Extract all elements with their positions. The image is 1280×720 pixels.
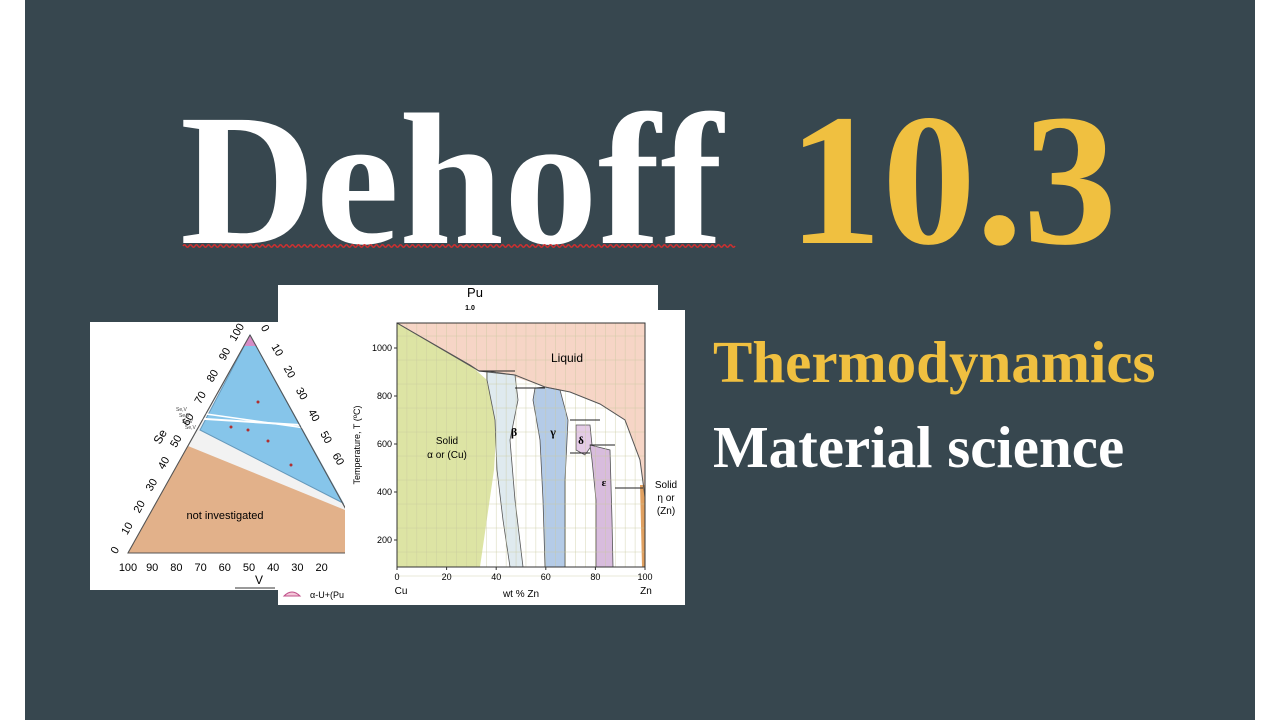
tick-label: 30 <box>291 562 303 574</box>
pu-heading: Pu <box>467 285 483 300</box>
ternary-element: V <box>255 573 263 587</box>
y-axis-label: Temperature, T (ºC) <box>352 406 362 485</box>
tick-label: 90 <box>146 562 158 574</box>
pu-subheading: 1.0 <box>465 305 475 312</box>
x-tick-label: 20 <box>442 572 452 582</box>
subtitle: Material science <box>713 414 1124 480</box>
region-label: η or <box>657 493 675 504</box>
tick-label: 50 <box>243 562 255 574</box>
title-name: Dehoff <box>180 75 725 284</box>
x-end-label: Zn <box>640 586 652 597</box>
tick-label: 70 <box>193 390 210 407</box>
data-point <box>246 428 250 432</box>
spell-underline <box>182 244 736 248</box>
y-tick-label: 600 <box>377 439 392 449</box>
data-point <box>256 400 260 404</box>
phase-label: Se,V <box>185 425 197 431</box>
region-label: Solid <box>436 436 458 447</box>
region-label: Liquid <box>551 351 583 365</box>
y-tick-label: 200 <box>377 535 392 545</box>
tick-label: 60 <box>219 562 231 574</box>
data-point <box>289 463 293 467</box>
tick-label: 10 <box>119 520 136 537</box>
phase-diagram: 200 400 600 800 1000 0 20 40 60 80 100 Liquid Soli… <box>345 310 685 605</box>
ternary-figure: not investigated Se V 100 90 80 70 60 50 40 30 2… <box>90 322 347 590</box>
phase-label: Se,V <box>182 419 194 425</box>
x-axis-label: wt % Zn <box>502 589 539 600</box>
phase-label: Se,V <box>179 413 191 419</box>
tick-label: 30 <box>293 386 310 403</box>
region-label: Solid <box>655 480 677 491</box>
tick-label: 100 <box>119 562 137 574</box>
ternary-element: Se <box>150 427 170 447</box>
tick-label: 20 <box>132 499 149 516</box>
tick-label: 60 <box>180 411 197 428</box>
region-label: δ <box>578 435 584 447</box>
tick-label: 50 <box>317 429 334 446</box>
region-label: α or (Cu) <box>427 450 467 461</box>
tick-label: 20 <box>315 562 327 574</box>
region-label: ε <box>602 477 607 489</box>
tick-label: 90 <box>217 346 234 363</box>
region-label: (Zn) <box>657 506 675 517</box>
data-point <box>266 439 270 443</box>
tick-label: 0 <box>109 545 122 556</box>
title-number: 10.3 <box>788 75 1117 284</box>
tick-label: 0 <box>258 323 271 334</box>
tick-label: 30 <box>144 477 161 494</box>
region-label: γ <box>549 425 556 439</box>
x-tick-label: 60 <box>541 572 551 582</box>
phase-label: Se,V <box>176 407 188 413</box>
tick-label: 20 <box>281 364 298 381</box>
y-tick-label: 400 <box>377 487 392 497</box>
y-tick-label: 1000 <box>372 343 392 353</box>
tick-label: 80 <box>170 562 182 574</box>
tick-label: 80 <box>205 368 222 385</box>
tick-label: 10 <box>269 342 286 359</box>
tick-label: 70 <box>194 562 206 574</box>
tick-label: 40 <box>305 407 322 424</box>
tick-label: 40 <box>156 455 173 472</box>
tick-label: 60 <box>330 451 347 468</box>
x-tick-label: 100 <box>637 572 652 582</box>
y-tick-label: 800 <box>377 391 392 401</box>
x-tick-label: 40 <box>491 572 501 582</box>
ternary-region-label: not investigated <box>186 510 263 522</box>
tick-label: 50 <box>168 433 185 450</box>
x-end-label: Cu <box>395 586 408 597</box>
pu-legend: α-U+(Pu <box>310 590 344 600</box>
data-point <box>229 425 233 429</box>
x-tick-label: 0 <box>394 572 399 582</box>
tick-label: 40 <box>267 562 279 574</box>
region-label: β <box>511 425 517 439</box>
subtitle: Thermodynamics <box>713 329 1156 395</box>
x-tick-label: 80 <box>590 572 600 582</box>
